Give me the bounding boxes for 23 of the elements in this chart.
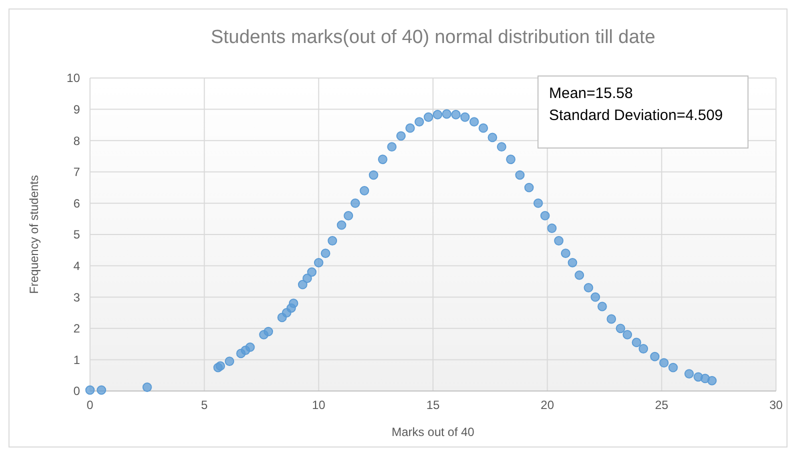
annotation: Standard Deviation=4.509 bbox=[549, 107, 723, 124]
y-tick-label: 9 bbox=[73, 102, 80, 116]
y-tick-label: 3 bbox=[73, 290, 80, 304]
x-axis-title: Marks out of 40 bbox=[392, 425, 475, 439]
x-tick-label: 20 bbox=[540, 398, 554, 412]
x-tick-label: 10 bbox=[312, 398, 326, 412]
y-tick-label: 8 bbox=[73, 134, 80, 148]
y-tick-label: 1 bbox=[73, 352, 80, 367]
x-tick-label: 15 bbox=[426, 398, 440, 412]
x-tick-label: 25 bbox=[654, 398, 669, 412]
x-tick-label: 0 bbox=[86, 398, 94, 412]
y-tick-label: 6 bbox=[73, 196, 80, 210]
y-tick-label: 7 bbox=[73, 165, 80, 180]
y-tick-label: 4 bbox=[73, 259, 80, 273]
y-tick-label: 5 bbox=[73, 228, 80, 242]
y-axis-title: Frequency of students bbox=[27, 175, 41, 294]
chart-title: Students marks(out of 40) normal distribution till date bbox=[210, 27, 656, 48]
x-tick-label: 30 bbox=[769, 398, 783, 412]
annotation: Mean=15.58 bbox=[549, 85, 633, 102]
y-tick-label: 0 bbox=[73, 384, 80, 398]
y-tick-label: 10 bbox=[66, 71, 80, 86]
y-tick-label: 2 bbox=[73, 322, 80, 336]
x-tick-label: 5 bbox=[200, 398, 208, 412]
